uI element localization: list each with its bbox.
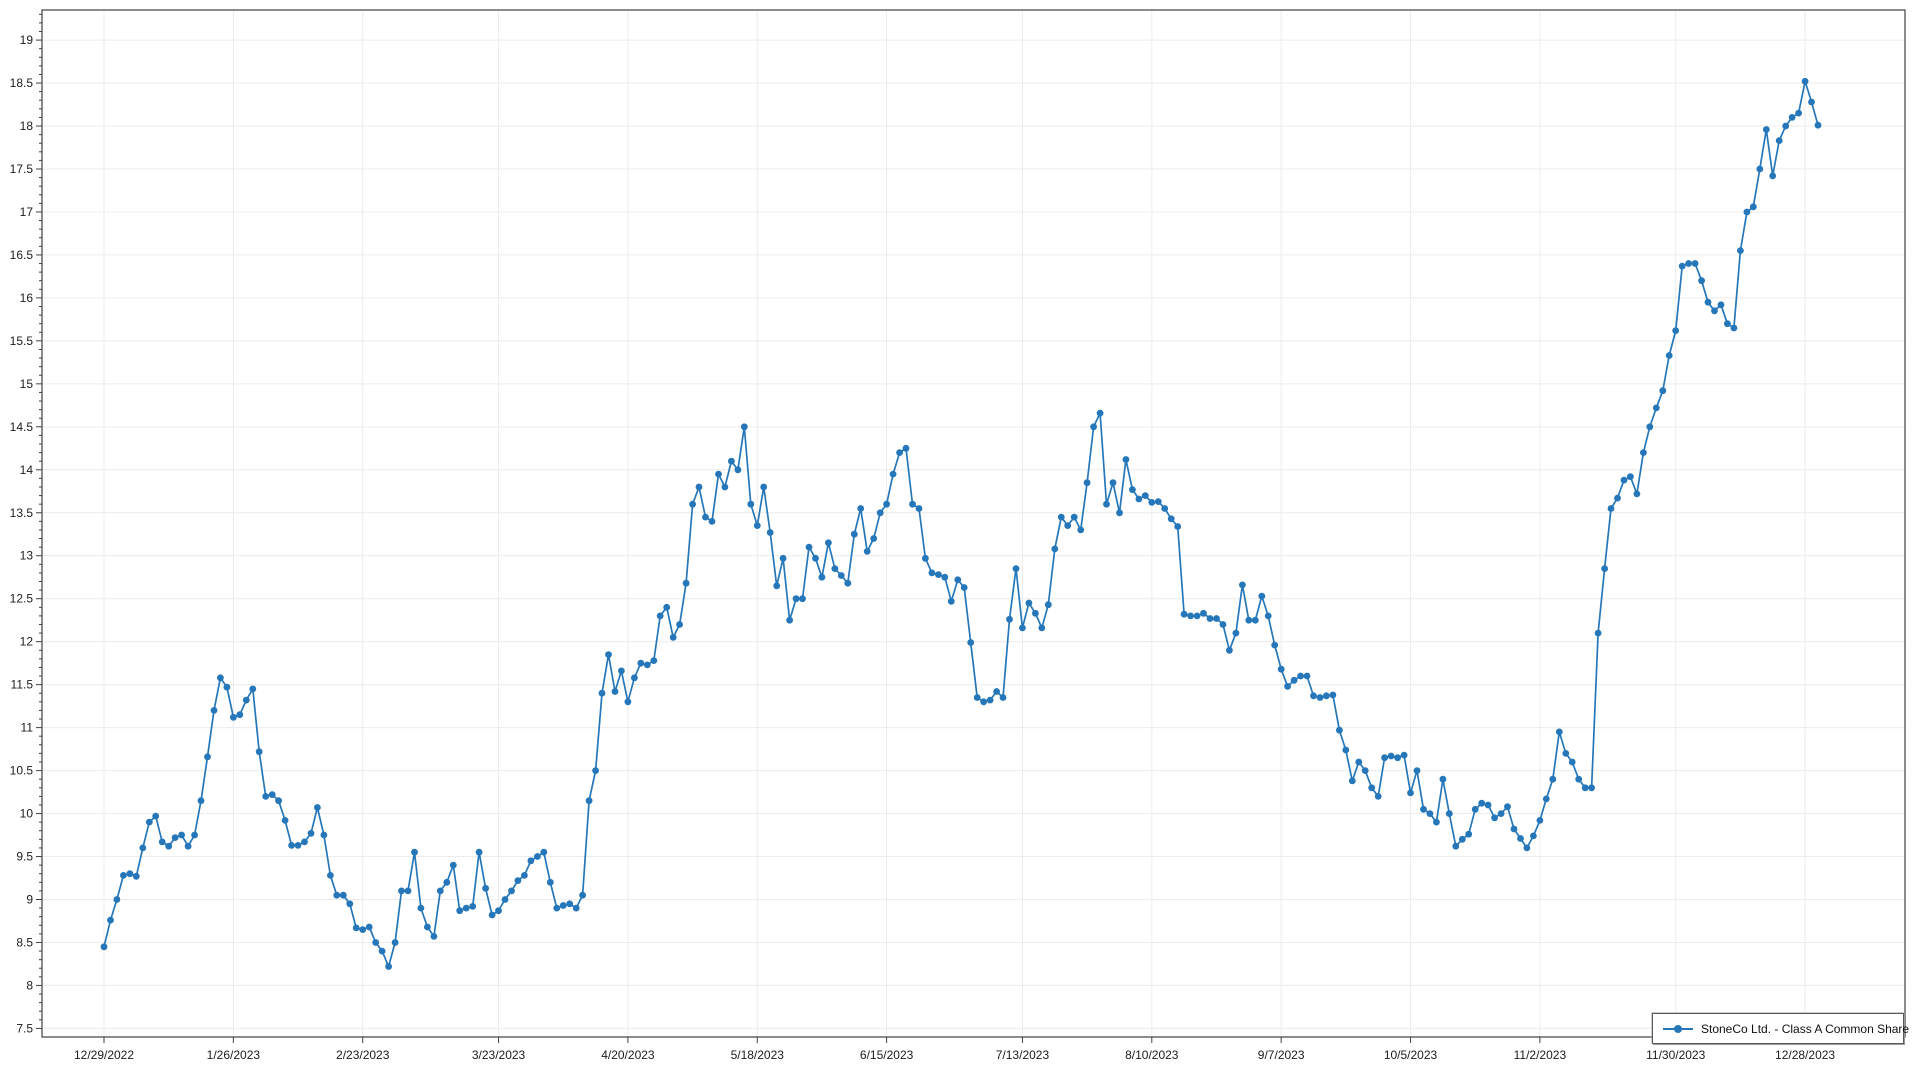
y-axis-tick-label: 15 xyxy=(20,377,34,391)
y-axis-tick-label: 14 xyxy=(20,463,34,477)
x-axis-tick-label: 7/13/2023 xyxy=(996,1048,1050,1062)
gridlines xyxy=(42,10,1905,1037)
y-axis-tick-label: 7.5 xyxy=(16,1021,33,1035)
y-axis-tick-label: 14.5 xyxy=(10,420,34,434)
x-axis-tick-label: 9/7/2023 xyxy=(1258,1048,1305,1062)
y-axis-tick-label: 9 xyxy=(26,892,33,906)
y-axis-tick-label: 13 xyxy=(20,549,34,563)
y-axis-tick-label: 11.5 xyxy=(11,678,34,692)
y-axis-tick-label: 10.5 xyxy=(10,764,34,778)
y-axis-tick-label: 18.5 xyxy=(10,76,34,90)
x-axis-tick-label: 1/26/2023 xyxy=(207,1048,261,1062)
x-axis-tick-label: 5/18/2023 xyxy=(731,1048,785,1062)
x-axis-tick-label: 11/2/2023 xyxy=(1514,1048,1567,1062)
legend[interactable]: StoneCo Ltd. - Class A Common Share xyxy=(1652,1013,1909,1044)
y-axis-tick-label: 16.5 xyxy=(10,248,34,262)
y-axis-tick-label: 15.5 xyxy=(10,334,34,348)
y-axis-tick-label: 16 xyxy=(20,291,34,305)
legend-line-marker-icon xyxy=(1663,1024,1693,1034)
data-point-markers xyxy=(100,77,1822,970)
x-axis-tick-label: 11/30/2023 xyxy=(1646,1048,1705,1062)
x-axis-tick-label: 10/5/2023 xyxy=(1384,1048,1438,1062)
x-axis-tick-label: 8/10/2023 xyxy=(1125,1048,1179,1062)
y-axis-tick-label: 12 xyxy=(20,635,34,649)
legend-label: StoneCo Ltd. - Class A Common Share xyxy=(1701,1021,1910,1036)
y-axis-tick-label: 19 xyxy=(20,33,34,47)
x-axis-tick-label: 6/15/2023 xyxy=(860,1048,914,1062)
y-axis-tick-label: 11 xyxy=(21,721,34,735)
price-line xyxy=(103,80,1819,968)
x-axis-tick-label: 12/28/2023 xyxy=(1775,1048,1835,1062)
x-axis-tick-label: 12/29/2022 xyxy=(74,1048,134,1062)
y-axis-tick-label: 12.5 xyxy=(10,592,34,606)
x-axis-tick-label: 2/23/2023 xyxy=(336,1048,390,1062)
x-axis-tick-label: 4/20/2023 xyxy=(601,1048,655,1062)
y-axis-tick-label: 17.5 xyxy=(10,162,34,176)
price-line-series xyxy=(100,77,1822,970)
y-axis-tick-label: 9.5 xyxy=(16,850,33,864)
y-axis-tick-label: 17 xyxy=(20,205,34,219)
y-axis-tick-label: 10 xyxy=(20,807,34,821)
y-axis-tick-label: 18 xyxy=(20,119,34,133)
x-axis-tick-label: 3/23/2023 xyxy=(472,1048,526,1062)
y-axis-tick-label: 13.5 xyxy=(10,506,34,520)
y-axis-tick-label: 8.5 xyxy=(16,935,33,949)
y-axis-tick-label: 8 xyxy=(26,978,33,992)
axis-labels: 7.5 8 8.5 9 9.5 10 10.5 11 11.5 12 12.5 13 13.5 14 14.… xyxy=(10,33,1836,1062)
axes xyxy=(36,9,1906,1043)
